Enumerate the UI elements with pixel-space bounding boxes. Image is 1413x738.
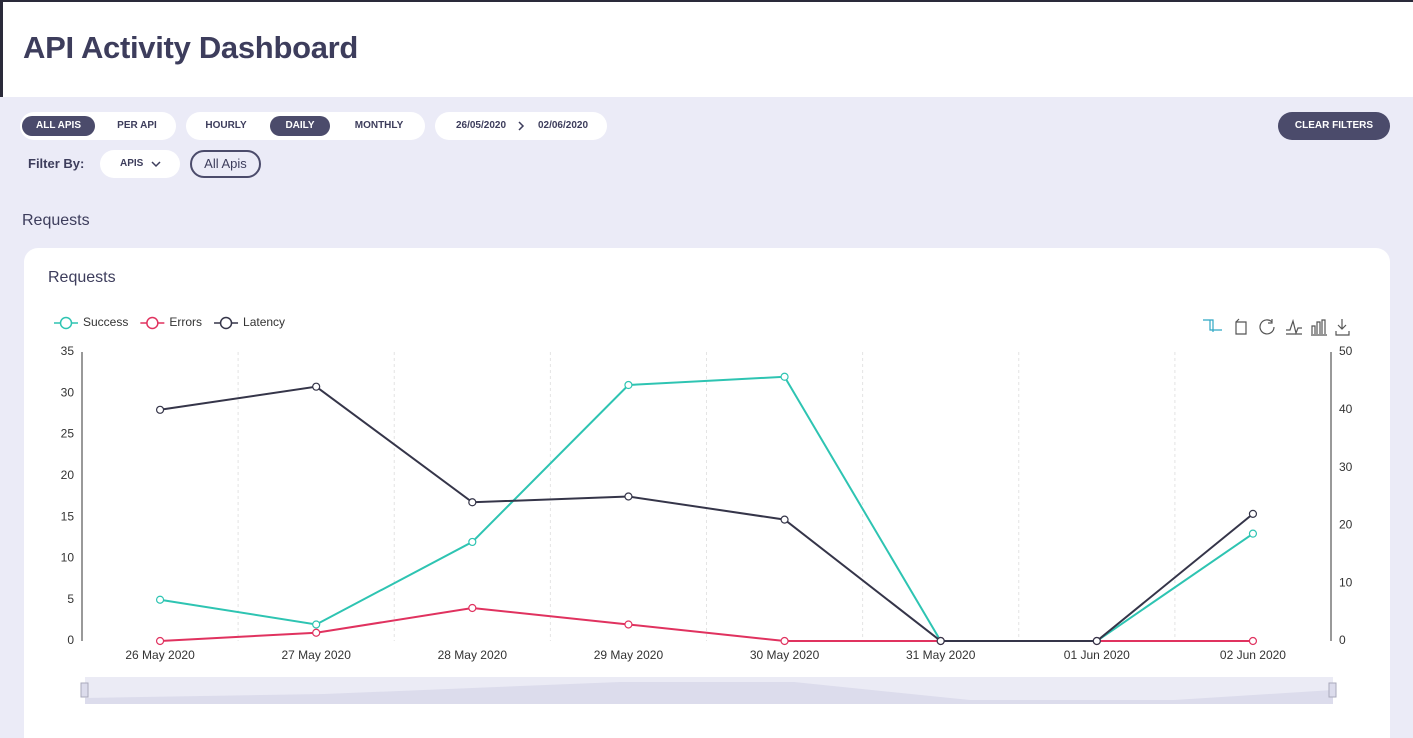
zoom-shadow <box>85 682 1333 704</box>
data-point <box>624 620 633 629</box>
data-point <box>312 628 321 637</box>
y2-tick-label: 10 <box>1339 575 1353 589</box>
scope-toggle: ALL APIS PER API <box>20 112 176 140</box>
chart-title: Requests <box>48 269 116 286</box>
zoom-handle[interactable] <box>80 682 89 698</box>
y2-tick-label: 30 <box>1339 460 1353 474</box>
download-icon[interactable] <box>1335 319 1350 336</box>
data-point <box>624 380 633 390</box>
arrow-icon <box>518 121 525 131</box>
legend-label[interactable]: Latency <box>243 315 285 329</box>
filter-chip[interactable]: All Apis <box>190 150 261 178</box>
y2-tick-label: 40 <box>1339 402 1353 416</box>
data-point <box>468 603 477 613</box>
granularity-toggle: HOURLY DAILY MONTHLY <box>186 112 425 140</box>
x-tick-label: 27 May 2020 <box>281 648 351 662</box>
legend-symbol <box>219 316 233 330</box>
zoom-icon[interactable] <box>1203 319 1222 332</box>
filter-label: Filter By: <box>28 156 85 171</box>
x-tick-label: 26 May 2020 <box>125 648 195 662</box>
y2-tick-label: 50 <box>1339 344 1353 358</box>
data-point <box>155 595 165 604</box>
y-tick-label: 25 <box>61 427 75 441</box>
page-title: API Activity Dashboard <box>23 30 359 65</box>
data-point <box>780 372 789 381</box>
y-tick-label: 20 <box>61 468 75 482</box>
x-tick-label: 31 May 2020 <box>906 648 976 662</box>
y-tick-label: 10 <box>61 551 75 565</box>
y-tick-label: 15 <box>61 509 75 523</box>
scope-option[interactable]: ALL APIS <box>22 116 95 136</box>
y-tick-label: 5 <box>67 592 74 606</box>
y2-tick-label: 20 <box>1339 518 1353 532</box>
zoom-reset-icon[interactable] <box>1235 318 1247 335</box>
x-tick-label: 02 Jun 2020 <box>1220 648 1286 662</box>
data-point <box>312 382 321 391</box>
date-start: 26/05/2020 <box>455 120 507 131</box>
data-point <box>155 636 165 646</box>
legend-label[interactable]: Errors <box>169 315 202 329</box>
legend-symbol <box>146 316 159 330</box>
data-point <box>155 405 165 414</box>
data-point <box>936 636 945 646</box>
data-point <box>468 498 477 507</box>
data-point <box>1248 636 1258 646</box>
data-point <box>1248 509 1258 518</box>
zoom-handle[interactable] <box>1328 682 1337 698</box>
granularity-option[interactable]: HOURLY <box>205 120 247 131</box>
date-end: 02/06/2020 <box>537 120 589 131</box>
x-tick-label: 28 May 2020 <box>438 648 508 662</box>
y2-tick-label: 0 <box>1339 633 1346 647</box>
series-line <box>159 385 1254 642</box>
y-tick-label: 30 <box>61 385 75 399</box>
dropdown-label: APIS <box>120 158 144 169</box>
restore-icon[interactable] <box>1259 319 1275 335</box>
section-title: Requests <box>22 212 90 229</box>
chevron-icon <box>151 161 161 168</box>
data-point <box>312 620 321 629</box>
x-tick-label: 01 Jun 2020 <box>1064 648 1130 662</box>
data-point <box>624 492 633 501</box>
bar-icon[interactable] <box>1311 319 1327 336</box>
data-point <box>1092 636 1101 646</box>
y-tick-label: 35 <box>61 344 75 358</box>
data-point <box>780 636 789 646</box>
y-tick-label: 0 <box>67 633 74 647</box>
x-tick-label: 30 May 2020 <box>750 648 820 662</box>
header: API Activity Dashboard <box>0 0 1413 97</box>
granularity-option[interactable]: DAILY <box>270 116 330 136</box>
data-point <box>468 537 477 547</box>
data-zoom[interactable] <box>80 677 1337 704</box>
legend-symbol <box>59 316 73 330</box>
line-icon[interactable] <box>1286 318 1302 335</box>
chart-card: Requests 0 5 10 15 20 25 30 35 0 10 20 30 40 50 26 May… <box>24 248 1390 738</box>
legend-label[interactable]: Success <box>83 315 128 329</box>
filter-dropdown[interactable]: APIS <box>100 150 180 178</box>
clear-filters-button[interactable]: CLEAR FILTERS <box>1278 112 1390 140</box>
data-point <box>780 515 789 524</box>
date-range[interactable]: 26/05/2020 02/06/2020 <box>435 112 607 140</box>
toolbox <box>1203 318 1350 336</box>
scope-option[interactable]: PER API <box>117 120 157 131</box>
data-point <box>1248 529 1258 538</box>
chart: Requests 0 5 10 15 20 25 30 35 0 10 20 30 40 50 26 May… <box>48 269 1353 704</box>
granularity-option[interactable]: MONTHLY <box>354 120 404 131</box>
x-tick-label: 29 May 2020 <box>594 648 664 662</box>
